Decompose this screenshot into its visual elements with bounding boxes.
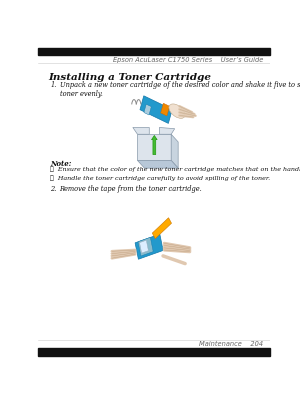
Text: Epson AcuLaser C1750 Series    User’s Guide: Epson AcuLaser C1750 Series User’s Guide <box>112 57 263 63</box>
Polygon shape <box>140 96 172 123</box>
Polygon shape <box>133 128 149 134</box>
Text: Unpack a new toner cartridge of the desired color and shake it five to six times: Unpack a new toner cartridge of the desi… <box>60 81 300 98</box>
Polygon shape <box>138 237 153 256</box>
Text: Note:: Note: <box>50 160 72 168</box>
Polygon shape <box>135 234 163 259</box>
Text: Remove the tape from the toner cartridge.: Remove the tape from the toner cartridge… <box>60 185 202 193</box>
Ellipse shape <box>169 104 185 118</box>
Text: 1.: 1. <box>50 81 57 89</box>
Polygon shape <box>137 134 171 160</box>
Bar <box>38 48 270 55</box>
Polygon shape <box>137 160 178 168</box>
Polygon shape <box>140 240 148 253</box>
Polygon shape <box>161 103 170 116</box>
Polygon shape <box>144 104 151 115</box>
Text: Maintenance    204: Maintenance 204 <box>199 341 263 347</box>
Text: 2.: 2. <box>50 185 57 193</box>
Bar <box>38 348 270 356</box>
Polygon shape <box>152 218 172 239</box>
Text: ❑  Handle the toner cartridge carefully to avoid spilling of the toner.: ❑ Handle the toner cartridge carefully t… <box>50 175 270 181</box>
Text: Installing a Toner Cartridge: Installing a Toner Cartridge <box>48 73 211 82</box>
Polygon shape <box>159 128 175 134</box>
Text: ❑  Ensure that the color of the new toner cartridge matches that on the handle b: ❑ Ensure that the color of the new toner… <box>50 166 300 172</box>
Polygon shape <box>171 134 178 168</box>
